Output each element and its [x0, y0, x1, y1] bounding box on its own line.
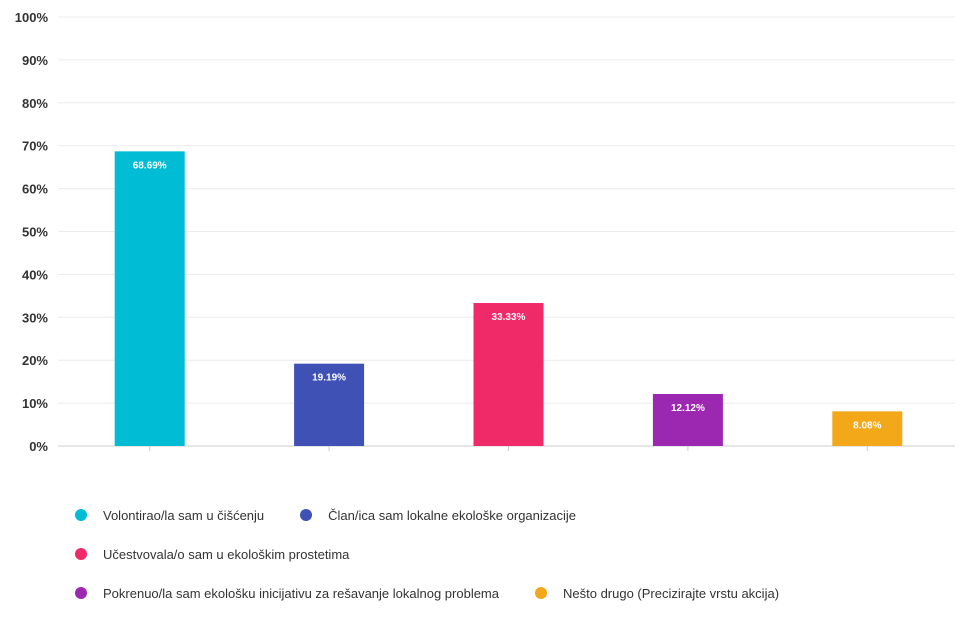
- legend-marker: [75, 548, 87, 560]
- legend: Volontirao/la sam u čišćenju Član/ica sa…: [75, 505, 935, 622]
- legend-item-pokrenuo[interactable]: Pokrenuo/la sam ekološku inicijativu za …: [75, 586, 499, 601]
- legend-label: Učestvovala/o sam u ekološkim prostetima: [103, 547, 349, 562]
- legend-row: Učestvovala/o sam u ekološkim prostetima: [75, 544, 935, 564]
- bar[interactable]: [653, 394, 723, 446]
- bar-chart: 0% 10% 20% 30% 40% 50% 60% 70% 80% 90% 100% 68.69%…: [0, 0, 959, 480]
- y-axis: 0% 10% 20% 30% 40% 50% 60% 70% 80% 90% 100%: [15, 10, 49, 454]
- legend-marker: [300, 509, 312, 521]
- legend-item-ucestvovala[interactable]: Učestvovala/o sam u ekološkim prostetima: [75, 547, 349, 562]
- y-tick-label: 80%: [22, 96, 48, 111]
- y-tick-label: 0%: [29, 439, 48, 454]
- y-tick-label: 10%: [22, 396, 48, 411]
- legend-label: Volontirao/la sam u čišćenju: [103, 508, 264, 523]
- y-tick-label: 70%: [22, 139, 48, 154]
- legend-label: Nešto drugo (Precizirajte vrstu akcija): [563, 586, 779, 601]
- y-tick-label: 60%: [22, 182, 48, 197]
- y-tick-label: 40%: [22, 267, 48, 282]
- y-tick-label: 90%: [22, 53, 48, 68]
- data-label: 8.08%: [853, 420, 881, 431]
- legend-label: Član/ica sam lokalne ekološke organizaci…: [328, 508, 576, 523]
- legend-marker: [75, 509, 87, 521]
- legend-row: Pokrenuo/la sam ekološku inicijativu za …: [75, 583, 935, 603]
- y-tick-label: 50%: [22, 225, 48, 240]
- legend-item-nesto-drugo[interactable]: Nešto drugo (Precizirajte vrstu akcija): [535, 586, 779, 601]
- legend-item-volontirao[interactable]: Volontirao/la sam u čišćenju: [75, 508, 264, 523]
- bar[interactable]: [474, 303, 544, 446]
- bar[interactable]: [115, 151, 185, 446]
- data-label: 33.33%: [492, 312, 526, 323]
- legend-item-clan[interactable]: Član/ica sam lokalne ekološke organizaci…: [300, 508, 576, 523]
- legend-label: Pokrenuo/la sam ekološku inicijativu za …: [103, 586, 499, 601]
- bars: [115, 151, 903, 446]
- y-tick-label: 20%: [22, 353, 48, 368]
- legend-marker: [75, 587, 87, 599]
- data-label: 19.19%: [312, 373, 346, 384]
- y-tick-label: 30%: [22, 310, 48, 325]
- y-tick-label: 100%: [15, 10, 49, 25]
- data-label: 68.69%: [133, 160, 167, 171]
- legend-row: Volontirao/la sam u čišćenju Član/ica sa…: [75, 505, 935, 525]
- legend-marker: [535, 587, 547, 599]
- data-label: 12.12%: [671, 403, 705, 414]
